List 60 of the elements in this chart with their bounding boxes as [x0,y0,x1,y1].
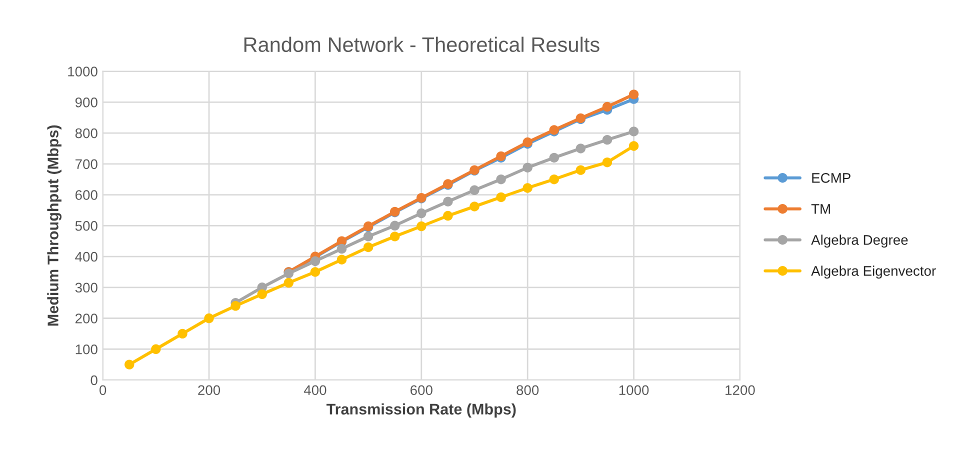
y-tick-label: 500 [75,220,98,231]
y-tick-label: 0 [90,375,98,386]
point [390,220,400,230]
y-tick-label: 300 [75,282,98,293]
chart-title: Random Network - Theoretical Results [244,36,600,52]
legend-label: Algebra Eigenvector [811,266,936,279]
point [151,344,161,354]
y-tick-label: 700 [76,159,98,170]
point [443,196,453,206]
y-tick-label: 600 [76,190,98,200]
y-tick-label: 1000 [68,66,98,76]
point [628,141,639,151]
x-axis-title: Transmission Rate (Mbps) [326,403,516,418]
x-tick-label: 1000 [619,385,649,396]
point [628,90,639,100]
point [496,174,506,184]
x-tick-label: 800 [516,385,539,396]
point [470,185,480,195]
x-tick-label: 0 [100,385,106,396]
point [628,126,639,136]
y-tick-label: 400 [75,252,98,262]
point [443,210,453,221]
point [390,232,400,242]
legend-label: Algebra Degree [811,234,908,248]
x-tick-label: 200 [198,385,220,396]
x-tick-label: 400 [304,385,326,396]
point [576,165,586,175]
point [363,232,374,242]
point [336,254,347,264]
point [124,360,134,370]
point [549,174,559,184]
point [602,157,612,168]
x-tick-label: 600 [410,385,432,396]
point [549,152,559,163]
point [310,267,320,277]
legend-label: TM [811,204,830,214]
point [178,328,188,339]
point [336,244,347,254]
x-tick-label: 1200 [726,385,755,396]
point [522,162,532,172]
point [522,183,532,193]
point [310,256,320,266]
point [230,301,240,311]
point [284,278,294,288]
point [416,221,426,232]
point [470,202,480,212]
point [602,134,612,145]
y-tick-label: 900 [75,97,98,108]
point [416,208,426,218]
point [257,289,267,300]
point [576,144,586,154]
point [602,102,612,112]
y-tick-label: 200 [75,314,98,324]
y-tick-label: 100 [76,344,98,354]
y-axis-title: Medium Throughput (Mbps) [47,125,62,326]
point [363,242,374,252]
point [204,313,214,324]
y-tick-label: 800 [75,128,98,138]
legend-label: ECMP [812,173,850,183]
point [496,192,506,202]
